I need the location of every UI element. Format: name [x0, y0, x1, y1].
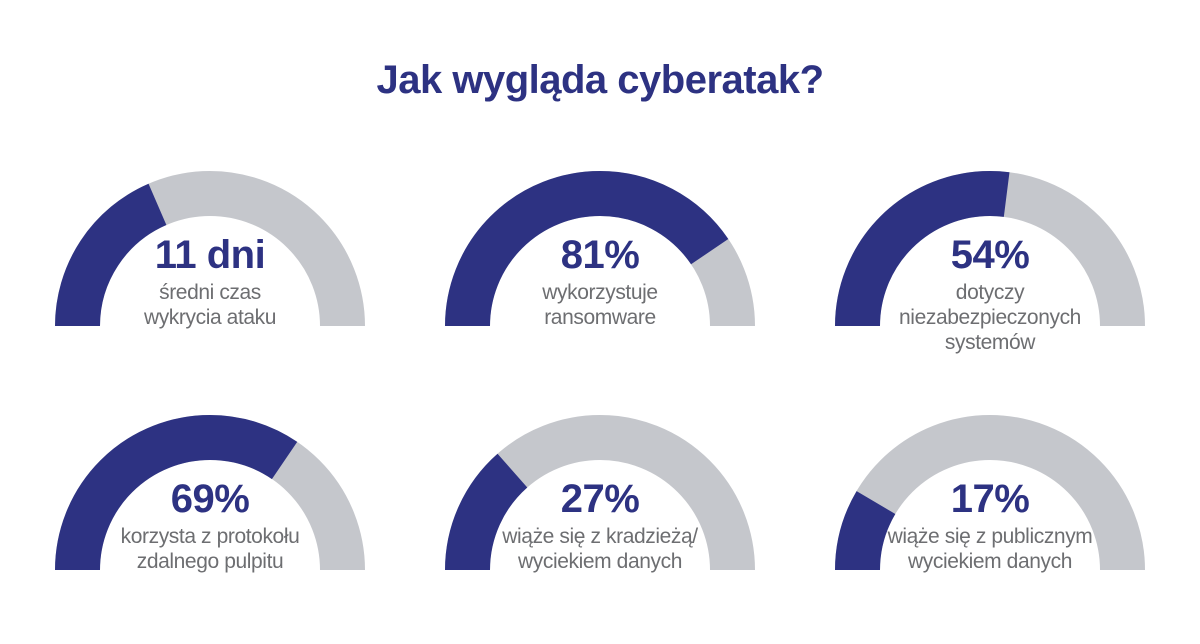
- gauge-remote-desktop: 69% korzysta z protokołu zdalnego pulpit…: [50, 407, 370, 575]
- gauge-row-bottom: 69% korzysta z protokołu zdalnego pulpit…: [50, 407, 1150, 575]
- gauge-data-theft: 27% wiąże się z kradzieżą/ wyciekiem dan…: [440, 407, 760, 575]
- gauge-detection-time: 11 dni średni czas wykrycia ataku: [50, 163, 370, 331]
- gauge-arc: [445, 171, 755, 327]
- gauge-fill: [835, 415, 1145, 571]
- gauge-fill: [445, 171, 755, 327]
- gauge-fill: [445, 415, 755, 571]
- infographic-page: Jak wygląda cyberatak? 11 dni średni cza…: [0, 58, 1200, 644]
- gauge-fill: [55, 171, 365, 327]
- gauge-description-line: systemów: [944, 330, 1036, 354]
- gauge-row-top: 11 dni średni czas wykrycia ataku 81% wy…: [50, 163, 1150, 354]
- gauge-fill: [55, 415, 365, 571]
- gauge-public-leak: 17% wiąże się z publicznym wyciekiem dan…: [830, 407, 1150, 575]
- gauge-fill: [835, 171, 1145, 327]
- gauge-ransomware: 81% wykorzystuje ransomware: [440, 163, 760, 331]
- gauge-arc: [835, 171, 1145, 327]
- gauge-arc: [835, 415, 1145, 571]
- gauge-arc: [55, 171, 365, 327]
- page-title: Jak wygląda cyberatak?: [376, 58, 824, 102]
- gauge-unsecured-systems: 54% dotyczy niezabezpieczonych systemów: [830, 163, 1150, 354]
- gauge-arc: [55, 415, 365, 571]
- gauge-track: [835, 415, 1145, 571]
- gauge-arc: [445, 415, 755, 571]
